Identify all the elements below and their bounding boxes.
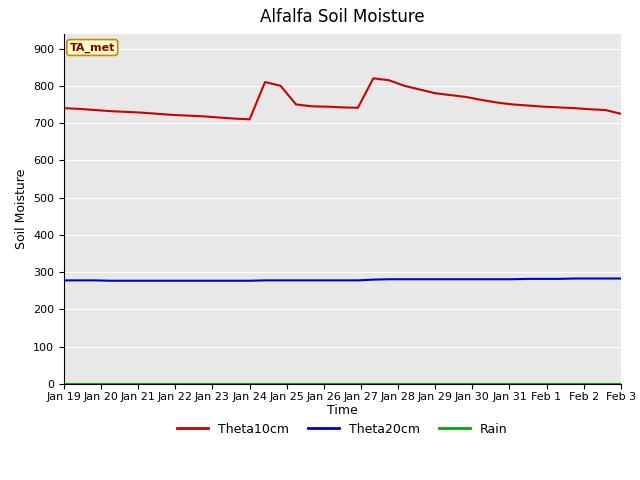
X-axis label: Time: Time xyxy=(327,405,358,418)
Legend: Theta10cm, Theta20cm, Rain: Theta10cm, Theta20cm, Rain xyxy=(172,418,513,441)
Title: Alfalfa Soil Moisture: Alfalfa Soil Moisture xyxy=(260,9,425,26)
Y-axis label: Soil Moisture: Soil Moisture xyxy=(15,168,28,249)
Text: TA_met: TA_met xyxy=(70,42,115,53)
